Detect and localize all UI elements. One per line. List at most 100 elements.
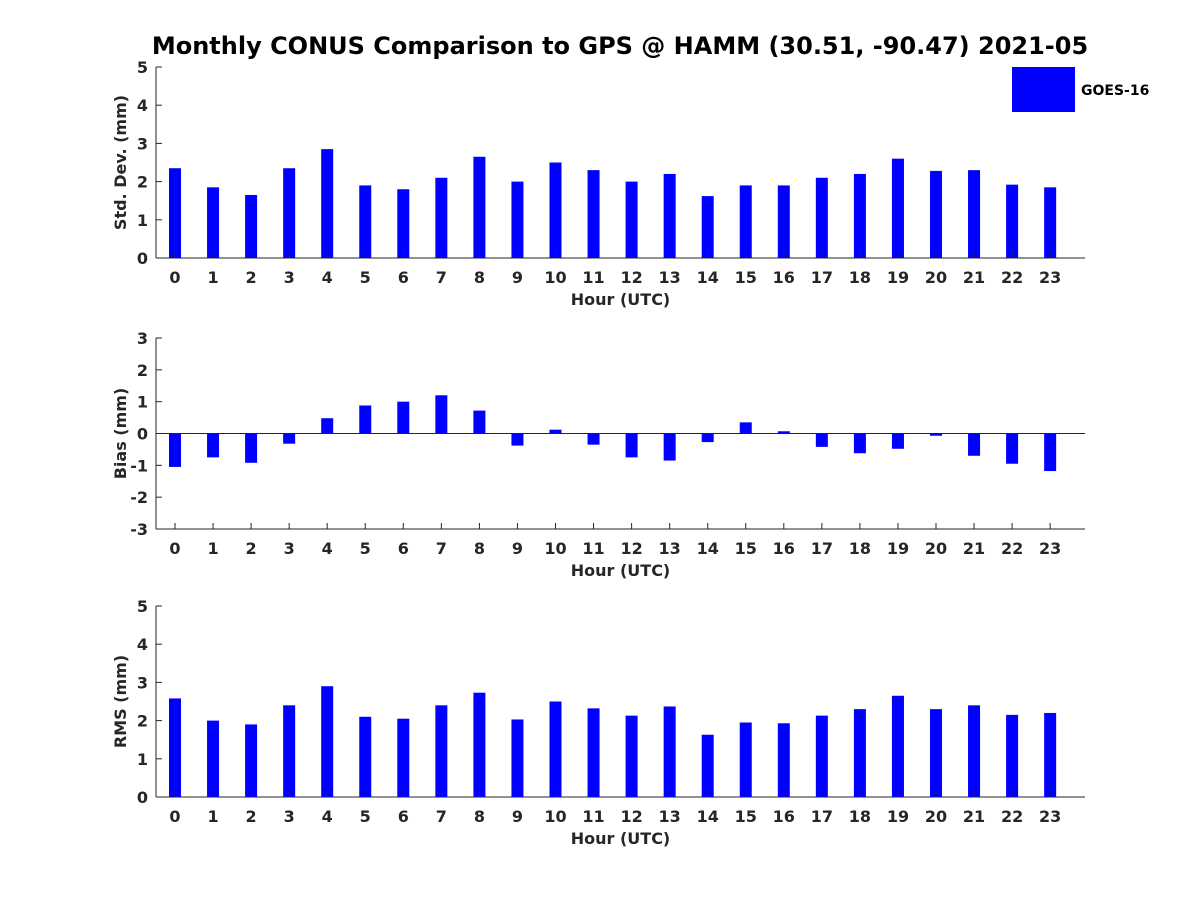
x-axis-label: Hour (UTC) <box>571 561 671 580</box>
x-tick-label: 4 <box>322 807 333 826</box>
y-tick-label: 0 <box>137 425 148 444</box>
y-tick-label: 5 <box>137 58 148 77</box>
x-tick-label: 14 <box>697 539 719 558</box>
bar-rms-hour-7 <box>435 705 448 797</box>
bar-bias-hour-17 <box>815 433 828 447</box>
bar-bias-hour-21 <box>968 433 981 456</box>
x-tick-label: 10 <box>544 807 566 826</box>
legend-swatch <box>1012 67 1075 112</box>
legend-label: GOES-16 <box>1081 83 1149 99</box>
bar-std-hour-7 <box>435 177 448 258</box>
y-tick-label: 1 <box>137 393 148 412</box>
x-tick-label: 10 <box>544 268 566 287</box>
bar-rms-hour-17 <box>815 715 828 797</box>
bar-bias-hour-20 <box>930 433 942 436</box>
bar-std-hour-5 <box>359 185 372 258</box>
x-tick-label: 15 <box>735 539 757 558</box>
x-tick-label: 13 <box>659 807 681 826</box>
y-tick-label: 3 <box>137 673 148 692</box>
bar-rms-hour-0 <box>169 698 181 797</box>
chart-title: Monthly CONUS Comparison to GPS @ HAMM (… <box>152 32 1088 60</box>
bar-bias-hour-7 <box>435 395 448 434</box>
x-tick-label: 22 <box>1001 539 1023 558</box>
bar-bias-hour-16 <box>777 431 790 434</box>
y-tick-label: 3 <box>137 134 148 153</box>
x-tick-label: 13 <box>659 539 681 558</box>
y-tick-label: 3 <box>137 329 148 348</box>
bar-rms-hour-10 <box>549 701 562 797</box>
bar-rms-hour-3 <box>283 705 296 797</box>
x-tick-label: 12 <box>620 539 642 558</box>
bar-rms-hour-12 <box>625 715 638 797</box>
bar-std-hour-18 <box>853 173 866 258</box>
x-tick-label: 3 <box>284 268 295 287</box>
bar-std-hour-15 <box>739 185 752 258</box>
bar-bias-hour-13 <box>663 433 676 461</box>
x-tick-label: 0 <box>169 539 180 558</box>
x-tick-label: 16 <box>773 268 795 287</box>
bar-rms-hour-13 <box>663 706 676 797</box>
bar-rms-hour-5 <box>359 716 372 797</box>
bar-std-hour-8 <box>473 156 486 258</box>
bar-bias-hour-8 <box>473 410 486 434</box>
bar-rms-hour-14 <box>701 734 714 797</box>
y-axis-label: RMS (mm) <box>111 655 130 748</box>
x-tick-label: 5 <box>360 807 371 826</box>
x-tick-label: 5 <box>360 539 371 558</box>
bar-std-hour-9 <box>511 181 524 258</box>
x-tick-label: 21 <box>963 807 985 826</box>
x-tick-label: 15 <box>735 807 757 826</box>
x-tick-label: 23 <box>1039 539 1061 558</box>
x-tick-label: 17 <box>811 807 833 826</box>
x-tick-label: 15 <box>735 268 757 287</box>
bar-std-hour-2 <box>245 194 258 258</box>
x-tick-label: 16 <box>773 807 795 826</box>
bar-std-hour-22 <box>1006 184 1019 258</box>
x-tick-label: 0 <box>169 807 180 826</box>
bar-std-hour-20 <box>930 170 942 258</box>
x-tick-label: 0 <box>169 268 180 287</box>
x-tick-label: 16 <box>773 539 795 558</box>
y-tick-label: 4 <box>137 96 148 115</box>
x-tick-label: 17 <box>811 539 833 558</box>
y-tick-label: -1 <box>130 456 148 475</box>
bar-bias-hour-0 <box>169 433 181 467</box>
y-tick-label: -3 <box>130 520 148 539</box>
x-tick-label: 21 <box>963 268 985 287</box>
bar-bias-hour-15 <box>739 422 752 434</box>
x-tick-label: 7 <box>436 539 447 558</box>
y-tick-label: 5 <box>137 597 148 616</box>
bar-std-hour-3 <box>283 168 296 258</box>
x-tick-label: 18 <box>849 268 871 287</box>
bar-rms-hour-15 <box>739 722 752 797</box>
bar-bias-hour-18 <box>853 433 866 454</box>
x-tick-label: 1 <box>207 268 218 287</box>
x-tick-label: 7 <box>436 807 447 826</box>
bar-std-hour-17 <box>815 177 828 258</box>
x-tick-label: 20 <box>925 539 947 558</box>
y-axis-label: Std. Dev. (mm) <box>111 95 130 230</box>
x-tick-label: 19 <box>887 807 909 826</box>
y-tick-label: 2 <box>137 173 148 192</box>
bar-std-hour-10 <box>549 162 562 258</box>
x-tick-label: 5 <box>360 268 371 287</box>
bar-std-hour-4 <box>321 149 334 258</box>
bar-rms-hour-9 <box>511 719 524 797</box>
x-tick-label: 9 <box>512 539 523 558</box>
bar-bias-hour-14 <box>701 433 714 443</box>
y-tick-label: 1 <box>137 750 148 769</box>
y-tick-label: 1 <box>137 211 148 230</box>
x-tick-label: 11 <box>582 539 604 558</box>
x-tick-label: 2 <box>246 807 257 826</box>
bar-bias-hour-10 <box>549 429 562 434</box>
x-tick-label: 3 <box>284 539 295 558</box>
bar-std-hour-16 <box>777 185 790 258</box>
x-tick-label: 1 <box>207 807 218 826</box>
x-tick-label: 6 <box>398 268 409 287</box>
x-tick-label: 18 <box>849 539 871 558</box>
y-axis-label: Bias (mm) <box>111 388 130 480</box>
